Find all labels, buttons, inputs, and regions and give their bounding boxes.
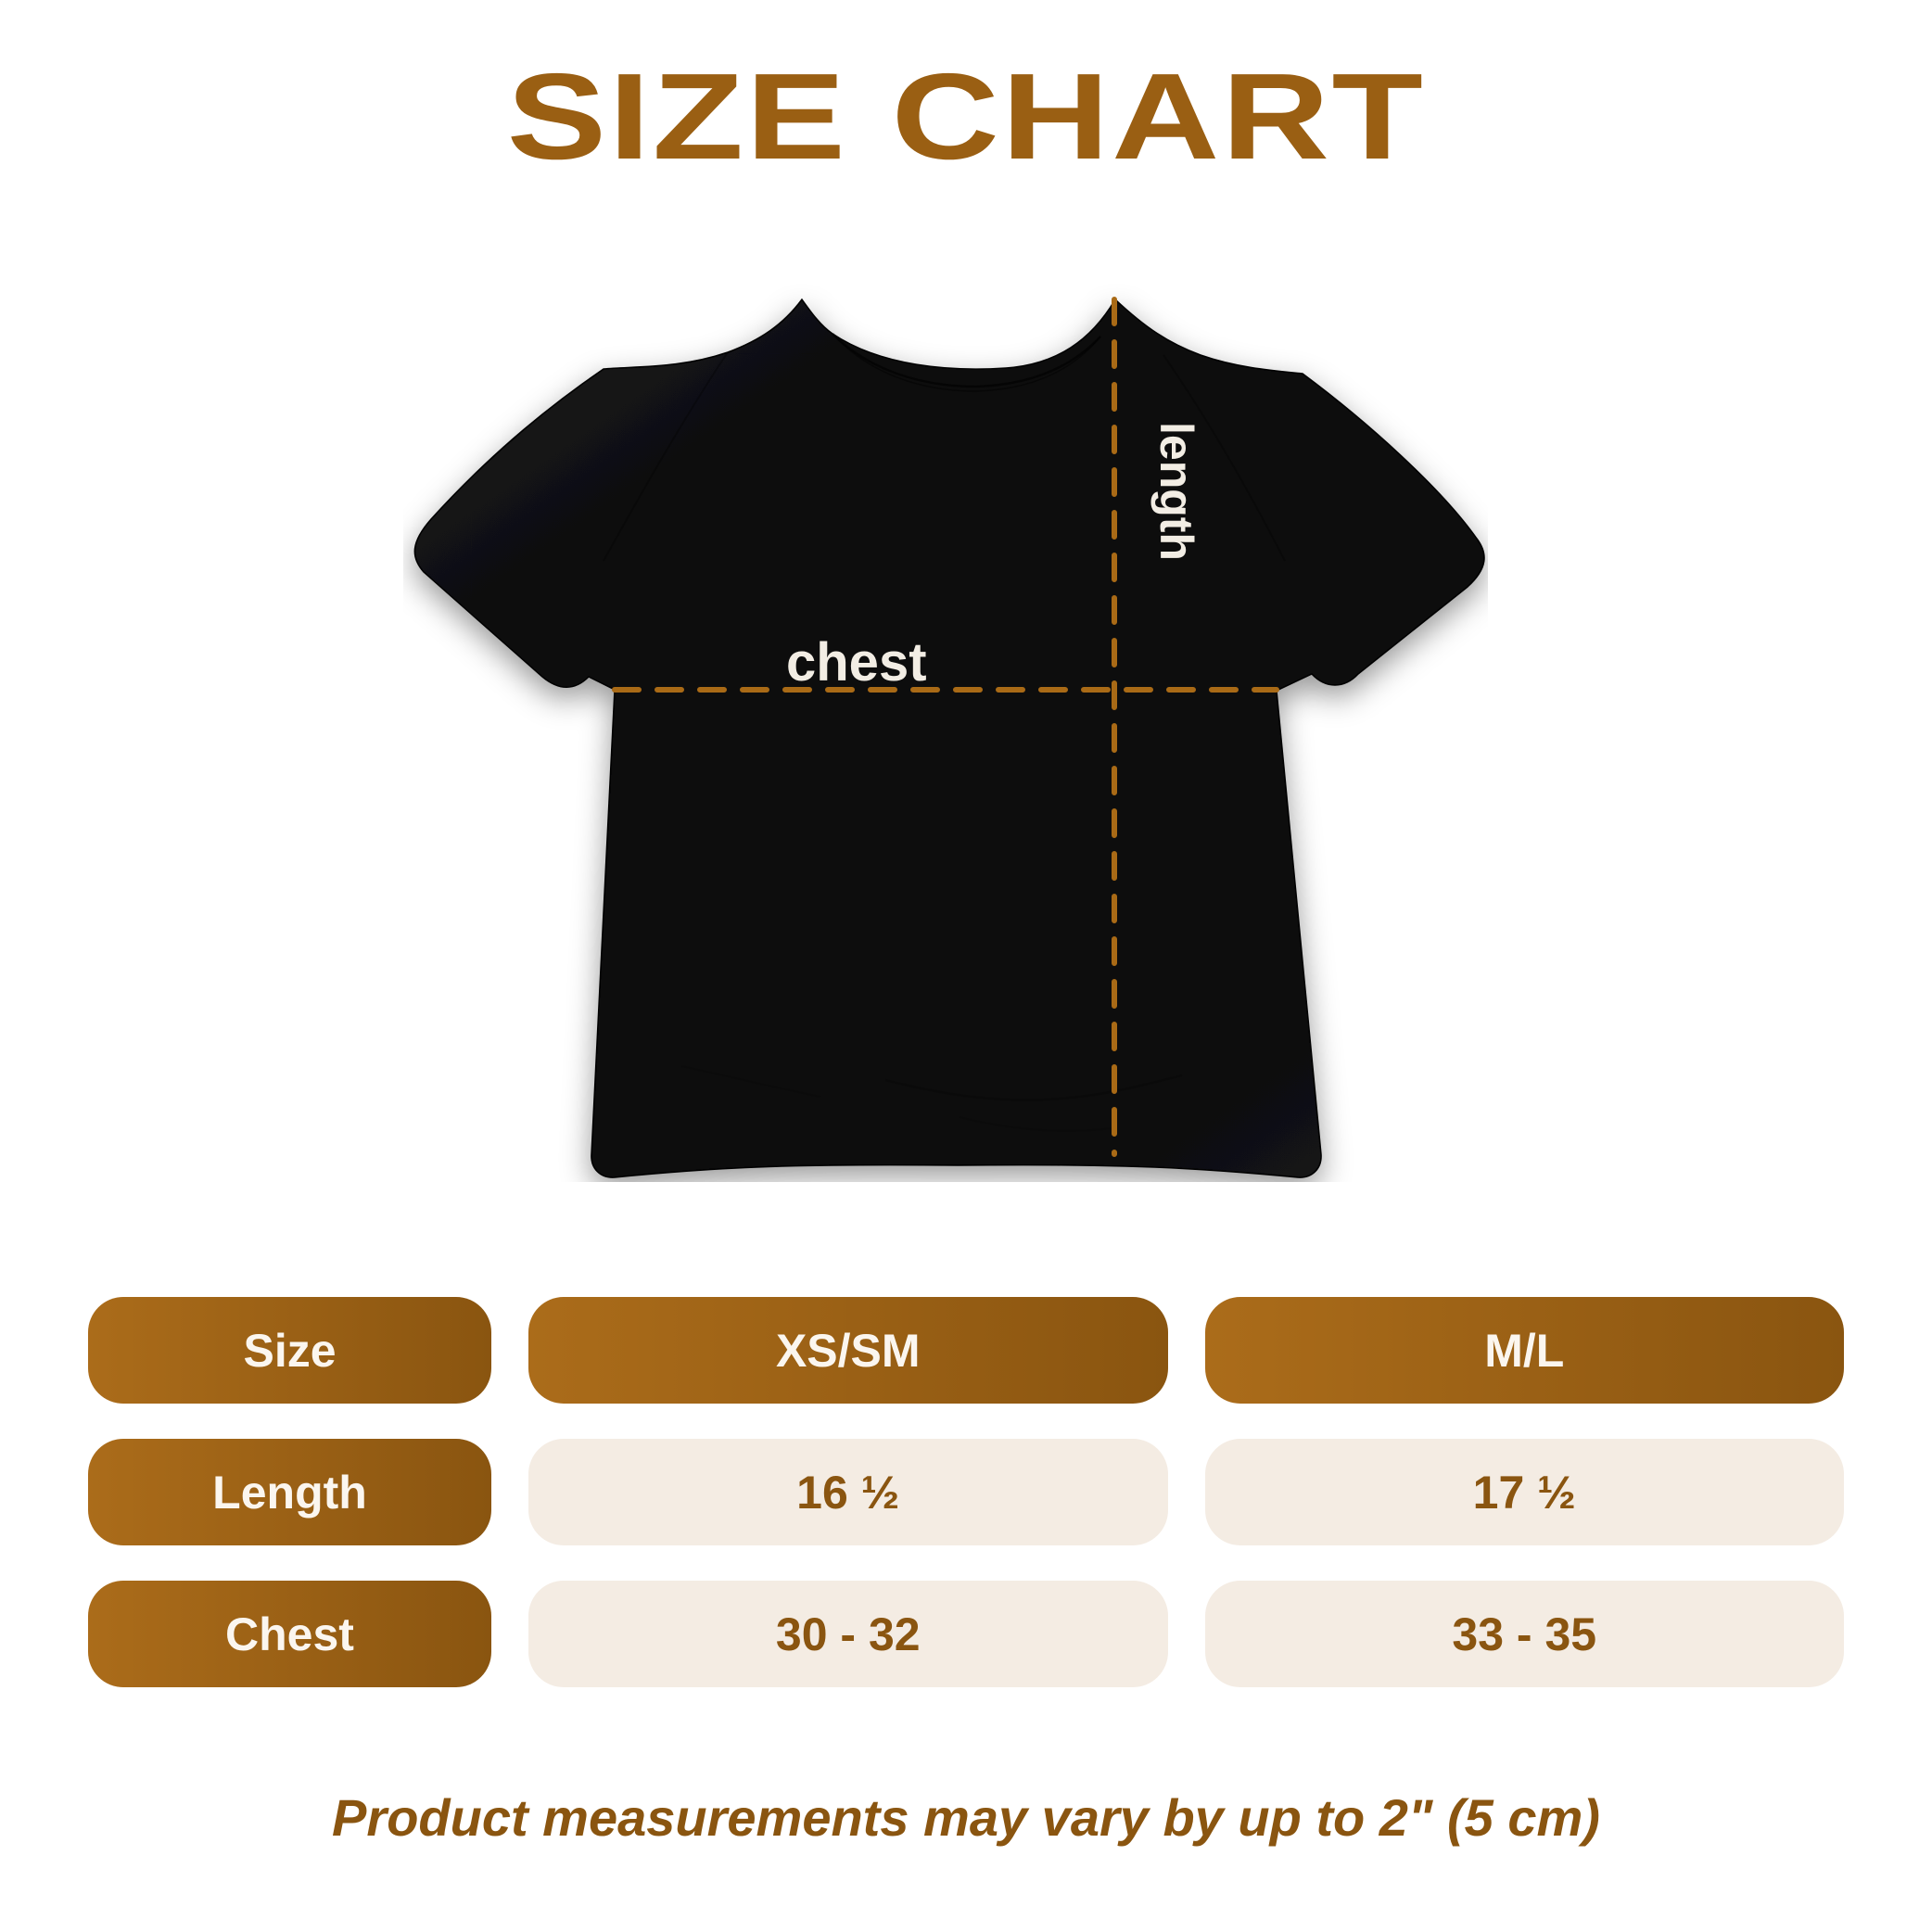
svg-text:length: length [1150, 422, 1202, 561]
svg-text:chest: chest [786, 632, 927, 693]
